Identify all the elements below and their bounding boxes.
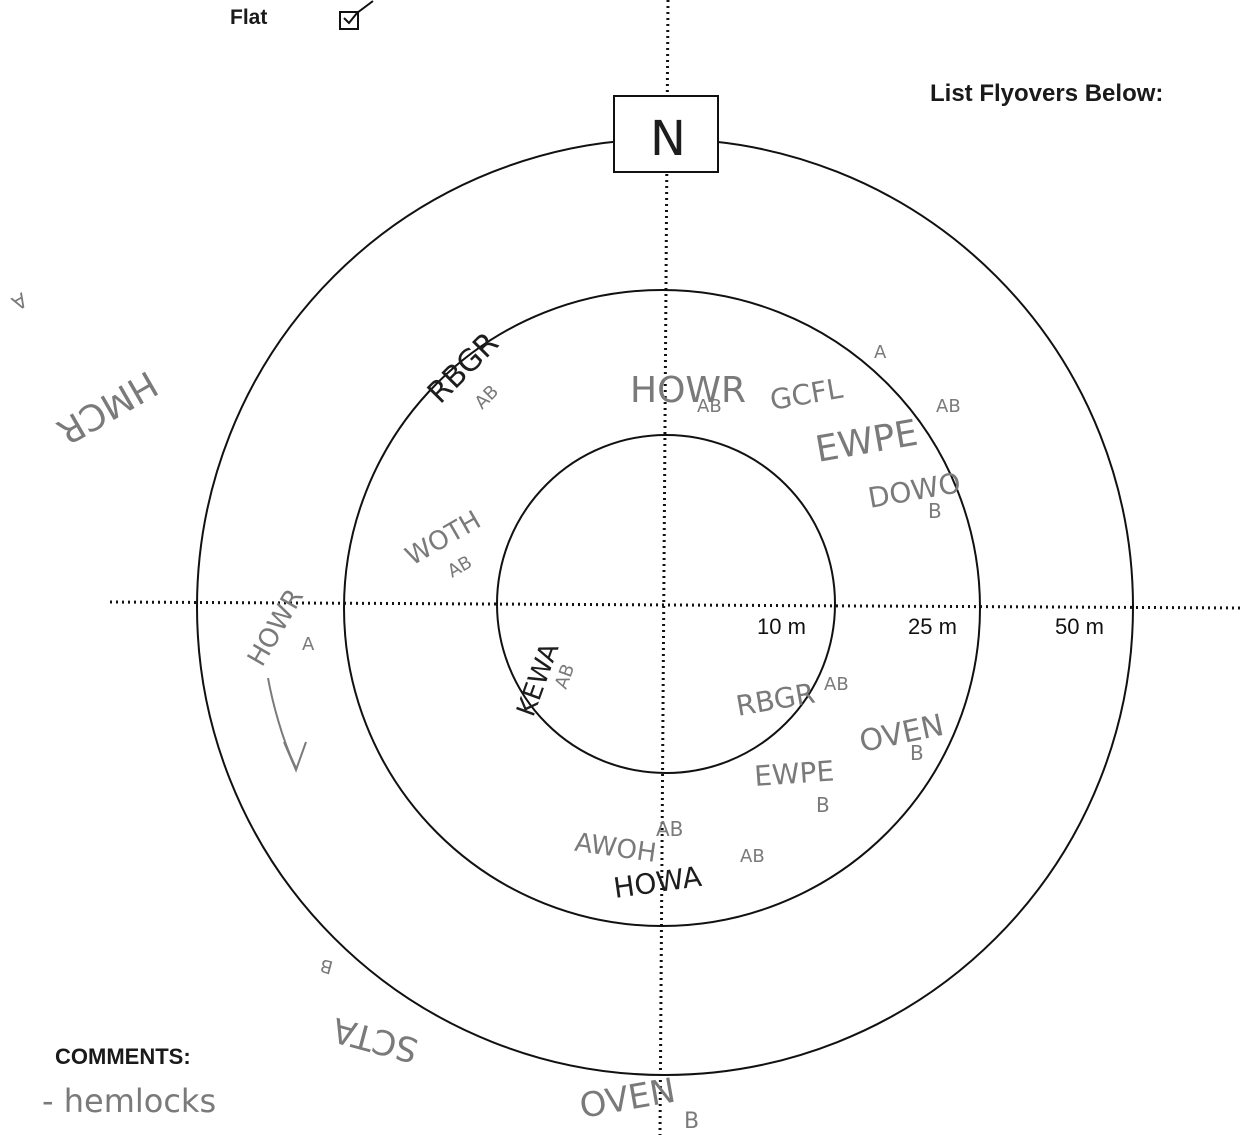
ring-label-10m: 10 m xyxy=(757,614,806,639)
svg-text:OVEN: OVEN xyxy=(856,708,946,760)
svg-text:HOWA: HOWA xyxy=(573,828,659,869)
svg-text:B: B xyxy=(684,1109,699,1134)
horizontal-axis-line xyxy=(109,600,1241,610)
ring-25m xyxy=(343,289,981,927)
svg-text:OVEN: OVEN xyxy=(577,1071,679,1127)
flat-label: Flat xyxy=(230,6,268,29)
svg-text:AB: AB xyxy=(740,846,765,867)
svg-text:B: B xyxy=(318,954,335,977)
entry-woth: WOTH AB xyxy=(401,505,487,582)
arrowhead-icon xyxy=(283,741,307,773)
svg-text:AB: AB xyxy=(656,817,683,841)
entry-howr-2: HOWR A xyxy=(242,584,315,672)
entry-howr-1: HOWR AB xyxy=(630,370,746,417)
checkmark-icon xyxy=(343,0,374,25)
entry-hmcr-outside: HMCR A xyxy=(7,288,164,452)
entry-kewa: KEWA AB xyxy=(511,639,579,720)
north-label: N xyxy=(650,111,686,167)
ring-10m xyxy=(496,434,836,774)
svg-text:HMCR: HMCR xyxy=(50,362,164,452)
svg-text:AB: AB xyxy=(936,396,961,417)
svg-text:AB: AB xyxy=(824,674,849,695)
entry-ewpe-2: EWPE B xyxy=(753,754,835,817)
flat-checkbox[interactable] xyxy=(339,0,374,30)
svg-text:B: B xyxy=(816,793,830,817)
entry-rbgr-1: RBGR AB xyxy=(421,326,506,414)
svg-text:HOWR: HOWR xyxy=(242,584,310,672)
entry-dowo: DOWO B xyxy=(865,466,963,523)
svg-text:DOWO: DOWO xyxy=(865,466,963,515)
svg-text:B: B xyxy=(928,499,942,523)
svg-text:EWPE: EWPE xyxy=(812,413,920,471)
entry-ewpe-1: EWPE AB xyxy=(812,396,960,471)
svg-text:WOTH: WOTH xyxy=(401,505,487,572)
entry-howa-mirrored: HOWA AB xyxy=(573,817,684,869)
entry-oven-bottom: OVEN B xyxy=(577,1071,699,1134)
svg-text:A: A xyxy=(7,288,31,316)
entry-rbgr-2: RBGR AB xyxy=(733,674,848,723)
svg-text:HOWA: HOWA xyxy=(611,860,703,905)
svg-text:AB: AB xyxy=(444,552,476,583)
entry-oven-1: OVEN B xyxy=(856,708,946,765)
svg-text:GCFL: GCFL xyxy=(767,372,845,417)
arrow-icon xyxy=(267,677,297,769)
svg-text:B: B xyxy=(910,741,924,765)
svg-text:AB: AB xyxy=(471,381,503,413)
ring-label-25m: 25 m xyxy=(908,614,957,639)
comments-text: - hemlocks xyxy=(42,1082,216,1120)
svg-text:RBGR: RBGR xyxy=(733,677,817,723)
svg-text:AB: AB xyxy=(697,396,722,417)
comments-label: COMMENTS: xyxy=(55,1044,191,1069)
flyovers-title: List Flyovers Below: xyxy=(930,80,1164,107)
svg-text:HOWR: HOWR xyxy=(630,370,746,411)
svg-text:A: A xyxy=(874,342,887,363)
svg-text:EWPE: EWPE xyxy=(753,754,835,792)
svg-text:A: A xyxy=(302,634,315,655)
north-box xyxy=(613,95,719,173)
entry-gcfl: GCFL A xyxy=(767,342,887,417)
svg-text:SCTA: SCTA xyxy=(328,1009,422,1070)
ring-label-50m: 50 m xyxy=(1055,614,1104,639)
